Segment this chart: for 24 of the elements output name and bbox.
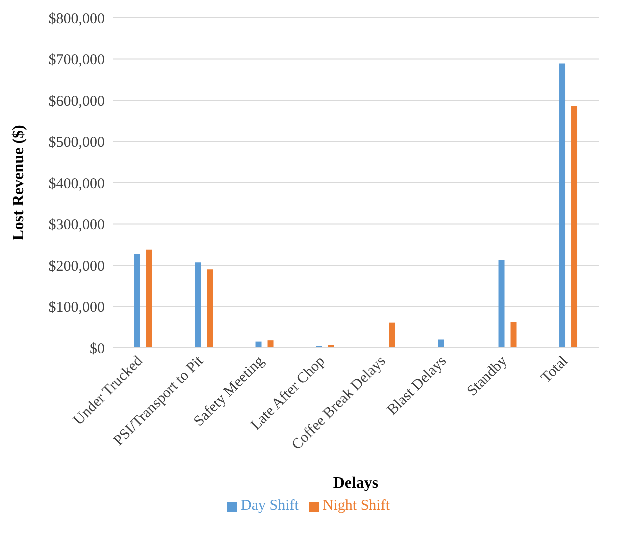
y-tick-label: $100,000: [48, 300, 105, 316]
y-tick-label: $600,000: [48, 94, 105, 110]
bar: [195, 262, 202, 348]
bar: [268, 340, 274, 348]
legend-label: Day Shift: [240, 498, 299, 514]
bar: [572, 106, 578, 348]
y-tick-label: $300,000: [48, 218, 105, 234]
bar: [134, 254, 140, 348]
y-tick-label: $400,000: [48, 176, 105, 192]
y-axis-title: Lost Revenue ($): [10, 125, 28, 241]
bar: [389, 322, 396, 348]
y-tick-label: $700,000: [48, 52, 105, 69]
bar: [207, 270, 214, 348]
y-tick-label: $500,000: [48, 135, 105, 152]
bar: [498, 260, 505, 348]
x-axis-title: Delays: [333, 475, 379, 492]
y-tick-label: $200,000: [48, 258, 105, 275]
bar: [146, 250, 152, 348]
bar: [510, 322, 517, 348]
bar: [560, 64, 566, 348]
y-tick-label: $800,000: [48, 11, 105, 28]
legend-label: Night Shift: [322, 498, 390, 514]
y-tick-label: $0: [90, 341, 105, 358]
bar: [438, 340, 444, 348]
